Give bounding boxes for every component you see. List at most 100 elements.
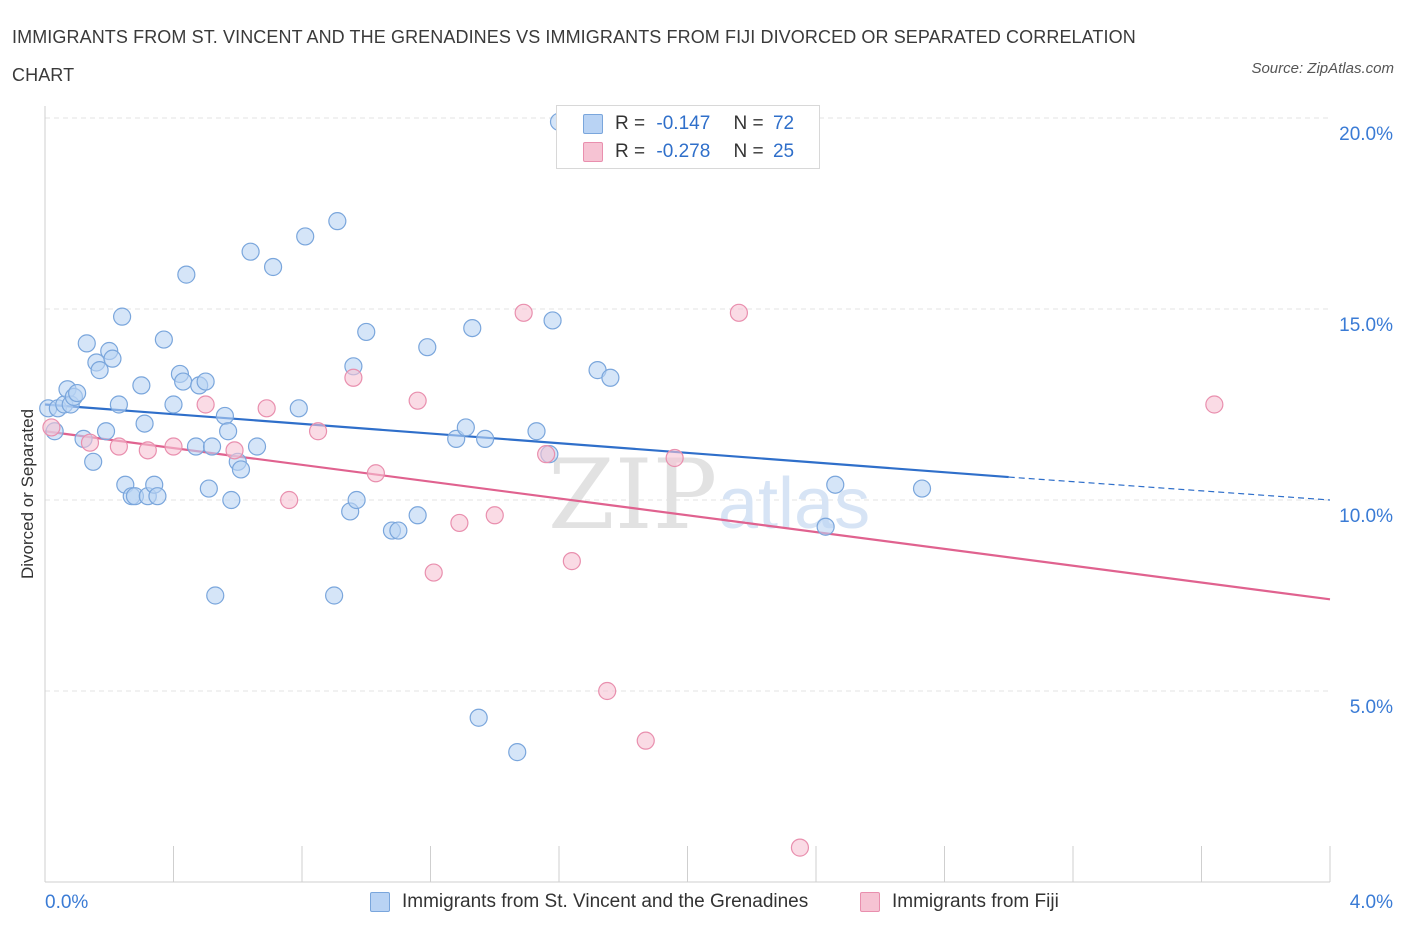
pink-r-value: -0.278 (656, 141, 711, 162)
point-s0-43 (247, 437, 267, 456)
pink-swatch (583, 142, 603, 162)
point-s1-13 (424, 563, 443, 582)
y-tick-label-2: 15.0% (1339, 315, 1393, 336)
point-s1-23 (790, 838, 810, 857)
blue-r-label: R = (615, 113, 646, 134)
point-s0-51 (347, 490, 366, 510)
point-s0-7 (68, 383, 87, 403)
point-s0-42 (241, 242, 260, 261)
series-swatch-blue (370, 892, 390, 912)
watermark-zip: ZIP (548, 439, 717, 551)
trend-lines (44, 403, 1331, 601)
point-s0-47 (325, 586, 344, 605)
point-s0-61 (476, 429, 495, 448)
axes (44, 106, 1331, 883)
y-axis-label: Divorced or Separated (18, 409, 37, 579)
point-s0-15 (103, 349, 122, 368)
point-s1-11 (366, 464, 385, 483)
series-swatch-pink (860, 892, 880, 912)
x-tick-label-1: 4.0% (1350, 892, 1393, 913)
point-s0-17 (112, 307, 132, 326)
point-s0-63 (527, 422, 546, 441)
point-s0-56 (418, 338, 437, 357)
y-tick-label-1: 10.0% (1339, 506, 1393, 527)
trend-line-blue (44, 403, 1009, 479)
point-s0-39 (222, 490, 241, 510)
point-s0-44 (263, 257, 283, 277)
tick-labels: 5.0% 10.0% 15.0% 20.0% 0.0% 4.0% (45, 124, 1393, 913)
point-s0-13 (96, 422, 116, 441)
point-s1-0 (42, 418, 61, 437)
point-s1-8 (280, 490, 299, 510)
point-s0-33 (196, 372, 215, 391)
point-s0-46 (296, 227, 315, 246)
point-s1-22 (729, 303, 749, 322)
point-s1-5 (196, 395, 215, 414)
point-s0-29 (174, 372, 193, 391)
series-legend-blue: Immigrants from St. Vincent and the Gren… (370, 888, 808, 916)
point-s1-6 (225, 441, 244, 460)
point-s1-10 (344, 368, 363, 387)
point-s0-48 (328, 212, 347, 231)
point-s1-14 (450, 513, 469, 533)
watermark-atlas: atlas (718, 464, 870, 544)
pink-n-value: 25 (772, 141, 795, 162)
point-s0-36 (206, 586, 225, 605)
point-s0-59 (463, 319, 482, 338)
point-s0-10 (84, 452, 103, 471)
point-s0-16 (109, 395, 128, 414)
point-s1-2 (109, 437, 128, 456)
point-s0-60 (469, 708, 488, 727)
blue-r-value: -0.147 (656, 113, 711, 134)
y-tick-label-0: 5.0% (1350, 697, 1393, 718)
point-s0-52 (357, 322, 376, 342)
point-s1-16 (514, 303, 533, 322)
grid-lines (45, 117, 1330, 692)
point-s0-34 (199, 479, 218, 498)
y-tick-label-3: 20.0% (1339, 124, 1393, 145)
series-label-blue: Immigrants from St. Vincent and the Gren… (402, 891, 809, 912)
point-s0-27 (164, 395, 183, 414)
point-s0-31 (186, 437, 206, 456)
point-s0-38 (219, 422, 238, 441)
point-s0-9 (77, 334, 96, 353)
point-s0-22 (135, 414, 154, 433)
blue-swatch (583, 114, 603, 134)
blue-n-label: N = (733, 113, 764, 134)
point-s1-24 (1205, 395, 1224, 414)
blue-n-value: 72 (772, 113, 795, 134)
trend-line-blue-extension (1008, 476, 1331, 501)
pink-stats: R = -0.278 N = 25 (615, 141, 794, 163)
point-s0-65 (543, 311, 562, 330)
point-s0-12 (90, 361, 109, 380)
point-s0-21 (132, 376, 151, 395)
point-s1-3 (138, 441, 157, 460)
point-s1-4 (164, 437, 183, 456)
data-points (39, 112, 1224, 857)
point-s1-20 (636, 731, 655, 750)
point-s1-15 (485, 506, 504, 525)
x-tick-label-0: 0.0% (45, 892, 88, 913)
point-s0-68 (601, 368, 620, 387)
pink-r-label: R = (615, 141, 646, 162)
point-s0-37 (215, 406, 234, 426)
point-s0-41 (231, 460, 251, 479)
source-label: Source: ZipAtlas.com (1251, 60, 1394, 77)
chart-title: IMMIGRANTS FROM ST. VINCENT AND THE GREN… (12, 27, 1136, 85)
point-s1-9 (308, 422, 328, 441)
point-s0-70 (816, 517, 835, 536)
point-s0-25 (148, 487, 167, 506)
point-s1-17 (537, 445, 556, 464)
point-s0-58 (456, 418, 475, 437)
pink-n-label: N = (733, 141, 764, 162)
trend-line-pink (44, 430, 1331, 601)
stats-legend: R = -0.147 N = 72 R = -0.278 N = 25 (556, 105, 820, 169)
point-s0-45 (289, 399, 308, 418)
point-s0-26 (154, 330, 173, 349)
point-s0-54 (389, 521, 408, 540)
point-s1-18 (562, 552, 581, 571)
point-s1-19 (598, 681, 617, 701)
point-s0-55 (408, 506, 427, 525)
point-s0-35 (202, 437, 222, 456)
blue-stats: R = -0.147 N = 72 (615, 113, 794, 135)
